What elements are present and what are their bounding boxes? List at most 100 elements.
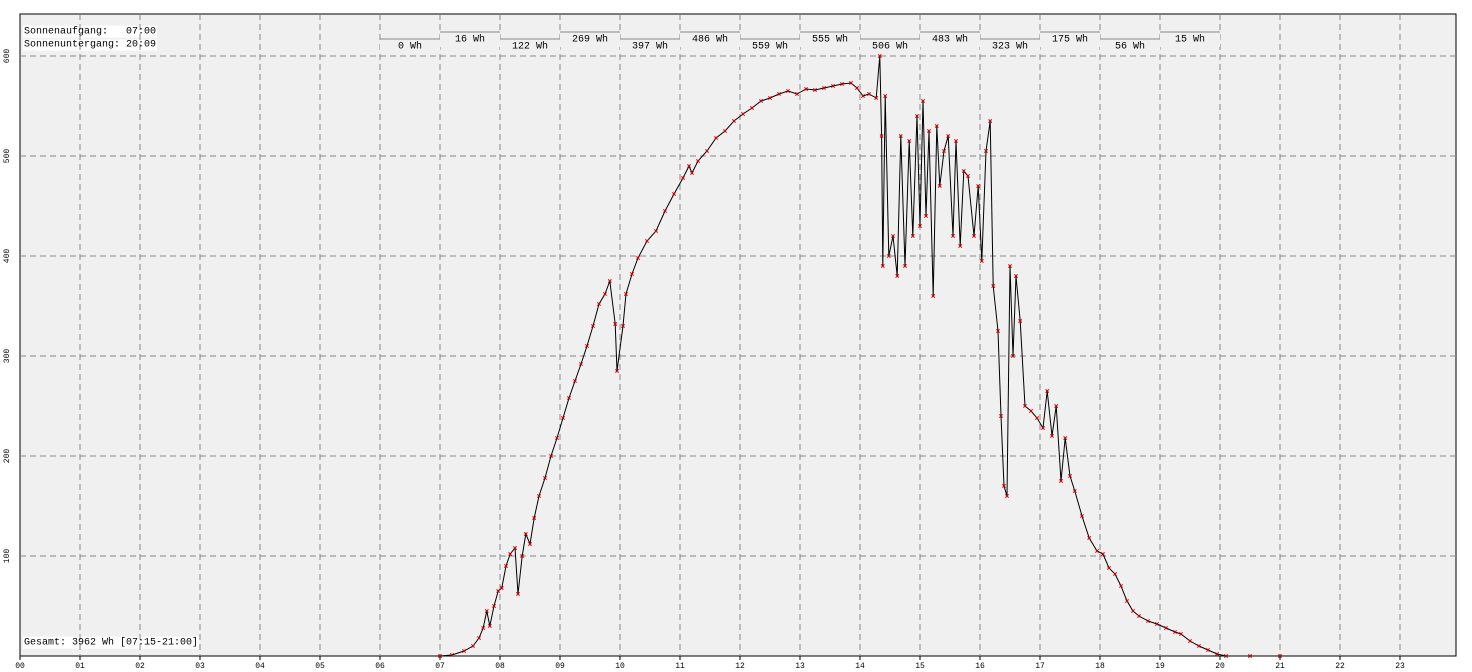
data-marker	[513, 546, 517, 550]
data-marker	[477, 636, 481, 640]
data-marker	[636, 256, 640, 260]
data-marker	[831, 84, 835, 88]
data-marker	[1050, 434, 1054, 438]
energy-label: 483 Wh	[932, 34, 968, 46]
data-marker	[1206, 648, 1210, 652]
data-marker	[855, 86, 859, 90]
x-tick-label: 00	[15, 662, 25, 671]
data-marker	[907, 139, 912, 143]
data-marker	[1041, 426, 1045, 430]
data-marker	[898, 134, 903, 138]
data-marker	[976, 184, 981, 188]
y-tick-label: 500	[3, 149, 12, 164]
x-tick-label: 21	[1275, 662, 1285, 671]
data-marker	[961, 169, 966, 173]
energy-box	[620, 39, 680, 54]
text-bg	[23, 636, 200, 649]
data-marker	[567, 396, 571, 400]
x-tick-label: 05	[315, 662, 325, 671]
data-marker	[1224, 654, 1228, 658]
data-marker	[1035, 416, 1039, 420]
data-marker	[528, 542, 532, 546]
data-marker	[883, 94, 888, 98]
data-marker	[861, 94, 865, 98]
x-tick-label: 06	[375, 662, 385, 671]
energy-box	[680, 32, 740, 47]
data-marker	[603, 292, 607, 296]
data-marker	[1215, 652, 1219, 656]
data-marker	[696, 159, 700, 163]
data-marker	[999, 414, 1003, 418]
data-marker	[630, 272, 634, 276]
x-tick-label: 01	[75, 662, 85, 671]
data-marker	[520, 554, 525, 558]
data-marker	[484, 609, 489, 613]
data-marker	[645, 239, 649, 243]
sunset-text: Sonnenuntergang: 20:09	[24, 40, 156, 51]
data-marker	[813, 88, 817, 92]
data-marker	[1072, 489, 1077, 493]
data-marker	[462, 649, 466, 653]
data-marker	[1155, 622, 1159, 626]
data-marker	[690, 171, 694, 175]
x-tick-label: 03	[195, 662, 205, 671]
data-marker	[741, 112, 745, 116]
data-marker	[508, 552, 513, 556]
data-marker	[1248, 654, 1252, 658]
data-marker	[537, 494, 541, 498]
data-marker	[723, 129, 727, 133]
data-marker	[1137, 614, 1141, 618]
data-marker	[822, 86, 826, 90]
data-marker	[1146, 619, 1150, 623]
data-marker	[879, 134, 884, 138]
energy-label: 555 Wh	[812, 34, 848, 46]
data-marker	[921, 99, 925, 103]
data-marker	[543, 476, 547, 480]
data-marker	[996, 329, 1000, 333]
data-marker	[714, 136, 718, 140]
energy-box	[380, 39, 440, 54]
text-bg	[23, 25, 158, 38]
data-marker	[937, 184, 942, 188]
data-marker	[927, 129, 931, 133]
x-tick-label: 23	[1395, 662, 1405, 671]
data-marker	[951, 234, 955, 238]
energy-label: 56 Wh	[1115, 41, 1145, 53]
data-marker	[597, 302, 601, 306]
data-marker	[1179, 632, 1183, 636]
data-marker	[786, 89, 790, 93]
data-marker	[946, 134, 951, 138]
data-marker	[1095, 549, 1099, 553]
x-tick-label: 07	[435, 662, 445, 671]
data-marker	[931, 294, 936, 298]
data-marker	[549, 454, 553, 458]
data-marker	[681, 176, 685, 180]
y-tick-label: 400	[3, 249, 12, 264]
energy-label: 175 Wh	[1052, 34, 1088, 46]
data-marker	[795, 92, 799, 96]
energy-box	[500, 39, 560, 54]
x-tick-label: 14	[855, 662, 865, 671]
data-marker	[849, 81, 853, 85]
energy-box	[1100, 39, 1160, 54]
energy-box	[800, 32, 860, 47]
data-marker	[958, 244, 963, 248]
data-marker	[1023, 404, 1027, 408]
x-tick-label: 08	[495, 662, 505, 671]
data-marker	[504, 564, 508, 568]
x-tick-label: 20	[1215, 662, 1225, 671]
data-marker	[613, 322, 618, 326]
data-marker	[1018, 319, 1023, 323]
energy-box	[440, 32, 500, 47]
data-marker	[874, 96, 879, 100]
data-marker	[624, 292, 628, 296]
data-marker	[471, 644, 475, 648]
data-marker	[1054, 404, 1059, 408]
data-marker	[607, 279, 612, 283]
energy-label: 269 Wh	[572, 34, 608, 46]
data-marker	[1131, 609, 1135, 613]
data-marker	[687, 164, 691, 168]
data-marker	[903, 264, 907, 268]
energy-label: 323 Wh	[992, 41, 1028, 53]
